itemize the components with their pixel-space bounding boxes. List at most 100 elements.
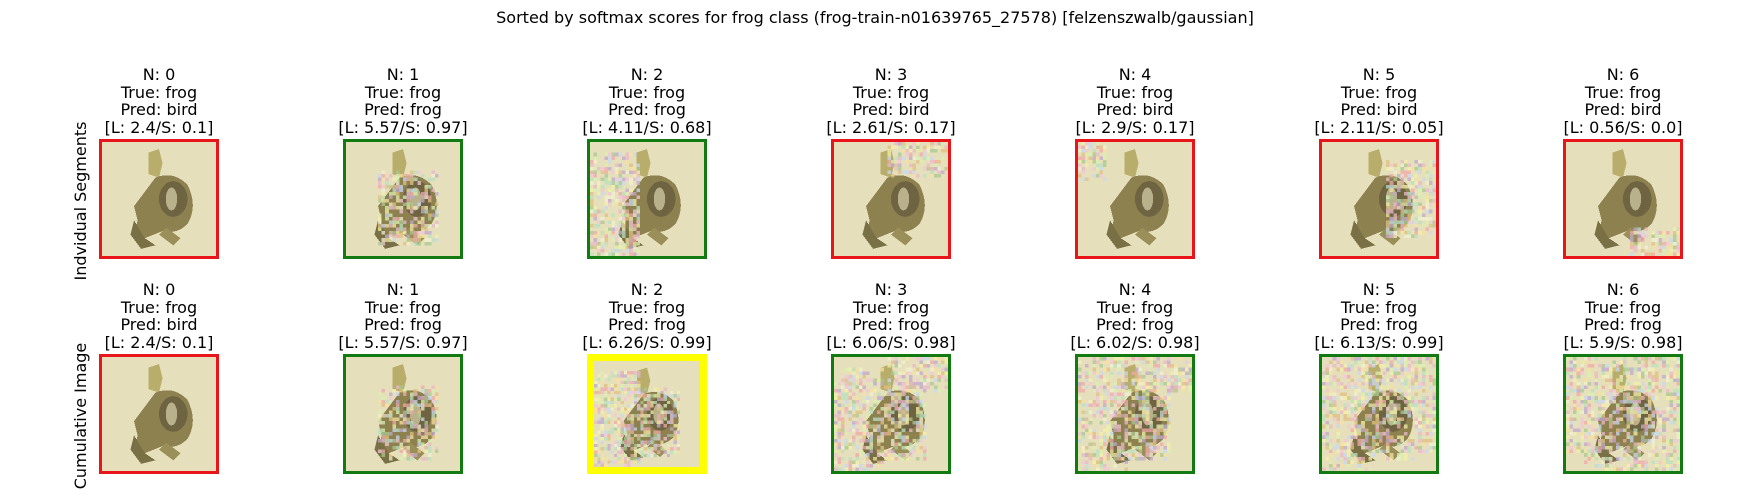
panel-title-pred-line: Pred: bird xyxy=(120,100,198,119)
panel-title: N: 4 True: frog Pred: frog [L: 6.02/S: 0.98… xyxy=(995,281,1275,351)
panel-title-score-line: [L: 6.02/S: 0.98] xyxy=(1070,332,1200,352)
panel-title-n-line: N: 5 xyxy=(1362,280,1396,299)
panel-title-n-line: N: 4 xyxy=(1118,280,1152,299)
thumbnail-image xyxy=(1322,142,1436,256)
panel-title-pred-line: Pred: bird xyxy=(1340,100,1418,119)
panel-title-score-line: [L: 2.4/S: 0.1] xyxy=(104,332,214,352)
panel-title-true-line: True: frog xyxy=(1584,297,1662,317)
row-label-individual-segments: Indvidual Segments xyxy=(71,121,90,281)
panel-title-n-line: N: 5 xyxy=(1362,65,1396,84)
panel-title: N: 6 True: frog Pred: frog [L: 5.9/S: 0.98] xyxy=(1483,281,1750,351)
thumbnail-image xyxy=(834,142,948,256)
panel-title-pred-line: Pred: bird xyxy=(1584,100,1662,119)
panel-title-pred-line: Pred: frog xyxy=(1096,315,1174,334)
panel-title: N: 1 True: frog Pred: frog [L: 5.57/S: 0.97… xyxy=(263,281,543,351)
panel-title: N: 3 True: frog Pred: frog [L: 6.06/S: 0.98… xyxy=(751,281,1031,351)
noise-overlay xyxy=(1566,357,1680,471)
thumbnail-frame xyxy=(99,139,219,259)
noise-overlay xyxy=(1386,159,1436,239)
panel-title: N: 0 True: frog Pred: bird [L: 2.4/S: 0.1] xyxy=(19,281,299,351)
thumbnail-frame xyxy=(99,354,219,474)
panel-title-score-line: [L: 5.57/S: 0.97] xyxy=(338,117,468,137)
panel-title-score-line: [L: 5.9/S: 0.98] xyxy=(1563,332,1683,352)
panel-title-true-line: True: frog xyxy=(364,297,442,317)
panel-title-n-line: N: 2 xyxy=(630,65,664,84)
panel-title-score-line: [L: 5.57/S: 0.97] xyxy=(338,332,468,352)
thumbnail-frame xyxy=(1319,139,1439,259)
panel-title-score-line: [L: 2.11/S: 0.05] xyxy=(1314,117,1444,137)
panel-title-true-line: True: frog xyxy=(608,82,686,102)
thumbnail-frame xyxy=(587,139,707,259)
noise-overlay xyxy=(1078,142,1107,182)
panel-title: N: 4 True: frog Pred: bird [L: 2.9/S: 0.17] xyxy=(995,66,1275,136)
thumbnail-image xyxy=(1078,357,1192,471)
noise-overlay xyxy=(378,385,439,461)
thumbnail-image xyxy=(1078,142,1192,256)
panel-title-pred-line: Pred: frog xyxy=(364,100,442,119)
thumbnail-frame xyxy=(831,354,951,474)
panel-title-n-line: N: 1 xyxy=(386,280,420,299)
panel-title-n-line: N: 0 xyxy=(142,65,176,84)
noise-overlay xyxy=(1322,357,1436,471)
noise-overlay xyxy=(378,170,439,246)
panel-title-true-line: True: frog xyxy=(1584,82,1662,102)
panel-title-pred-line: Pred: frog xyxy=(1340,315,1418,334)
thumbnail-image xyxy=(594,361,700,467)
frog-shape xyxy=(862,149,925,249)
thumbnail-frame xyxy=(1563,139,1683,259)
frog-shape xyxy=(130,364,193,464)
panel-title-pred-line: Pred: bird xyxy=(120,315,198,334)
noise-overlay xyxy=(590,152,640,256)
thumbnail-image xyxy=(1322,357,1436,471)
panel-title-pred-line: Pred: bird xyxy=(1096,100,1174,119)
panel-title-pred-line: Pred: frog xyxy=(852,315,930,334)
panel-title-n-line: N: 3 xyxy=(874,65,908,84)
noise-overlay xyxy=(594,370,681,467)
panel-title-true-line: True: frog xyxy=(608,297,686,317)
thumbnail-image xyxy=(346,357,460,471)
panel-title: N: 5 True: frog Pred: frog [L: 6.13/S: 0.99… xyxy=(1239,281,1519,351)
thumbnail-frame xyxy=(343,354,463,474)
panel-title-true-line: True: frog xyxy=(852,297,930,317)
noise-overlay xyxy=(834,357,948,471)
panel-title: N: 1 True: frog Pred: frog [L: 5.57/S: 0.97… xyxy=(263,66,543,136)
panel-title-true-line: True: frog xyxy=(364,82,442,102)
frog-shape xyxy=(1106,149,1169,249)
thumbnail-frame xyxy=(587,354,707,474)
thumbnail-frame xyxy=(1319,354,1439,474)
thumbnail-frame xyxy=(1075,139,1195,259)
thumbnail-image xyxy=(590,142,704,256)
panel-title-score-line: [L: 0.56/S: 0.0] xyxy=(1563,117,1683,137)
panel-title-n-line: N: 4 xyxy=(1118,65,1152,84)
panel-title-true-line: True: frog xyxy=(120,82,198,102)
thumbnail-frame xyxy=(1563,354,1683,474)
panel-title-score-line: [L: 2.4/S: 0.1] xyxy=(104,117,214,137)
panel-title: N: 2 True: frog Pred: frog [L: 4.11/S: 0.68… xyxy=(507,66,787,136)
panel-title-true-line: True: frog xyxy=(1096,297,1174,317)
panel-title-score-line: [L: 6.06/S: 0.98] xyxy=(826,332,956,352)
thumbnail-image xyxy=(834,357,948,471)
panel-title-true-line: True: frog xyxy=(1340,297,1418,317)
noise-overlay xyxy=(887,142,948,178)
thumbnail-image xyxy=(1566,142,1680,256)
thumbnail-frame xyxy=(1075,354,1195,474)
panel-title-true-line: True: frog xyxy=(1096,82,1174,102)
panel-title-n-line: N: 3 xyxy=(874,280,908,299)
frog-shape xyxy=(1594,149,1657,249)
panel-title-n-line: N: 2 xyxy=(630,280,664,299)
panel-title-n-line: N: 1 xyxy=(386,65,420,84)
panel-title: N: 2 True: frog Pred: frog [L: 6.26/S: 0.99… xyxy=(507,281,787,351)
panel-title-score-line: [L: 2.61/S: 0.17] xyxy=(826,117,956,137)
panel-title-true-line: True: frog xyxy=(852,82,930,102)
noise-overlay xyxy=(1078,357,1192,471)
panel-title-score-line: [L: 6.13/S: 0.99] xyxy=(1314,332,1444,352)
panel-title-pred-line: Pred: frog xyxy=(608,100,686,119)
panel-title-n-line: N: 6 xyxy=(1606,65,1640,84)
thumbnail-image xyxy=(346,142,460,256)
panel-title-pred-line: Pred: frog xyxy=(1584,315,1662,334)
panel-title: N: 6 True: frog Pred: bird [L: 0.56/S: 0.0] xyxy=(1483,66,1750,136)
panel-title-n-line: N: 6 xyxy=(1606,280,1640,299)
panel-title-pred-line: Pred: frog xyxy=(608,315,686,334)
figure-title: Sorted by softmax scores for frog class … xyxy=(496,8,1254,27)
panel-title: N: 5 True: frog Pred: bird [L: 2.11/S: 0.05… xyxy=(1239,66,1519,136)
